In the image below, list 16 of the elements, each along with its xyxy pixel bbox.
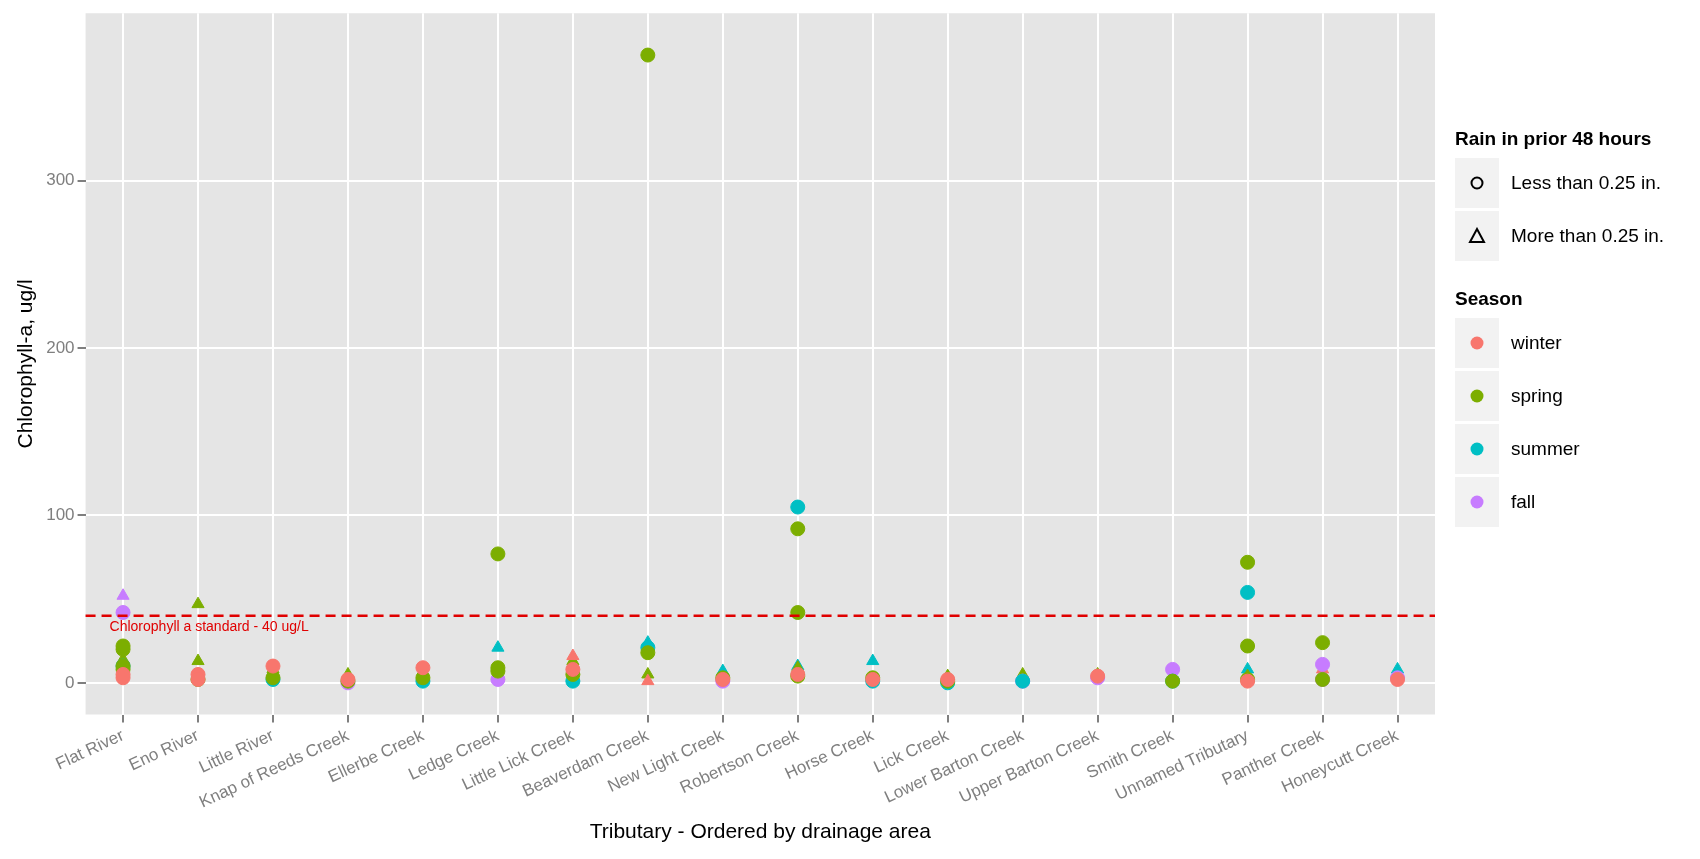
legend-label: winter bbox=[1511, 331, 1562, 354]
x-axis-title: Tributary - Ordered by drainage area bbox=[589, 819, 932, 843]
y-tick-label: 0 bbox=[65, 672, 75, 692]
y-axis-title: Chlorophyll-a, ug/l bbox=[13, 279, 37, 449]
legend-label: fall bbox=[1511, 490, 1536, 513]
legend-label: spring bbox=[1511, 384, 1563, 407]
text: Rain in prior 48 hours bbox=[1455, 128, 1653, 150]
x-tick-label: Flat River bbox=[52, 725, 128, 774]
legend-label: summer bbox=[1511, 437, 1580, 460]
y-tick-label: 200 bbox=[46, 337, 75, 357]
legend-title: Season bbox=[1455, 288, 1524, 310]
y-tick-label: 300 bbox=[46, 170, 75, 190]
ref-line-label: Chlorophyll a standard - 40 ug/L bbox=[109, 617, 310, 634]
text: Less than 0.25 in. bbox=[1511, 171, 1661, 194]
text: More than 0.25 in. bbox=[1511, 224, 1665, 247]
y-tick-label: 100 bbox=[46, 505, 75, 525]
